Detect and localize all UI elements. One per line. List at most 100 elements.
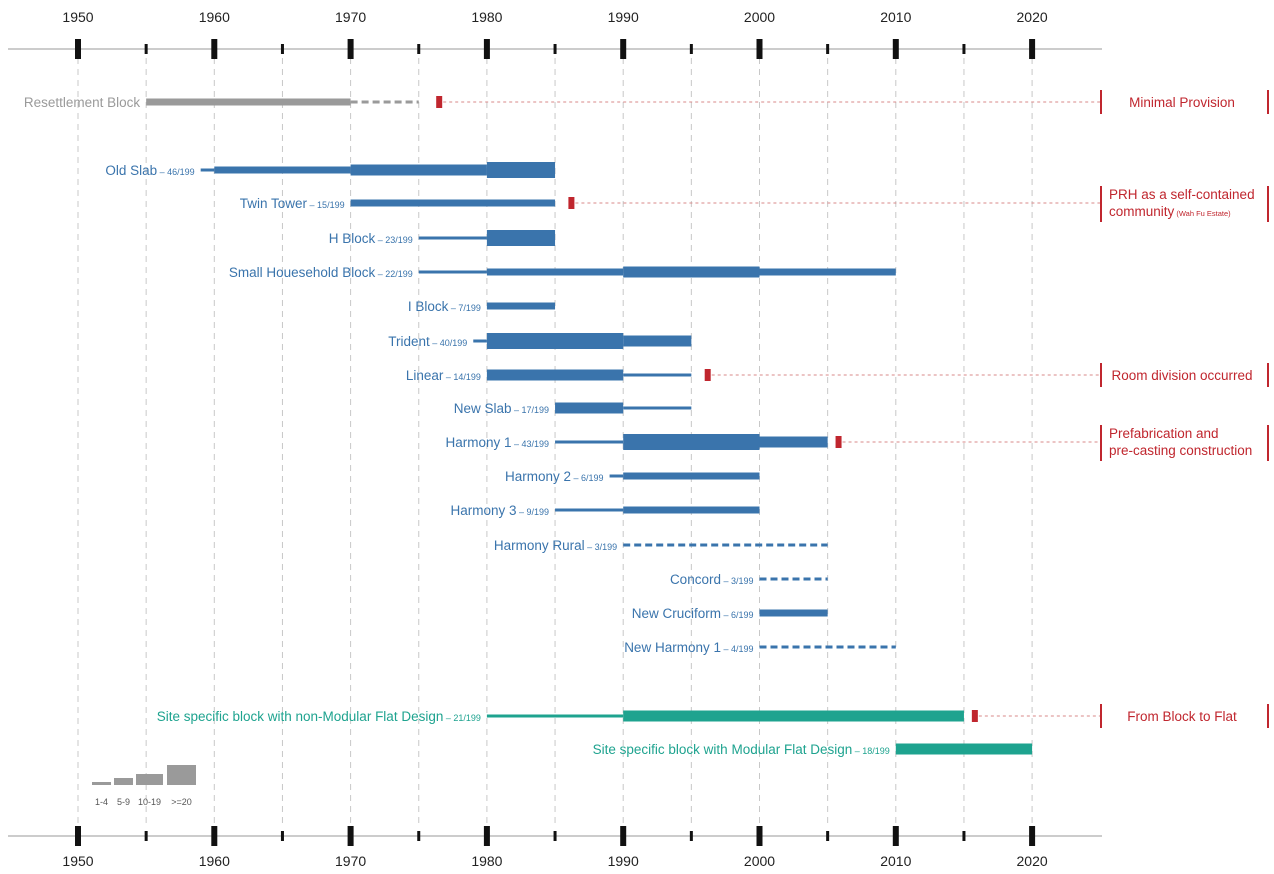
series-segment [200,168,215,172]
x-axis-minor-tick [826,44,830,54]
series-segment [759,436,828,448]
series-name: Harmony 1 [445,435,511,450]
series-segment [623,472,760,480]
event-marker [436,96,443,108]
series-segment [418,236,487,240]
series-label: Harmony 2 – 6/199 [505,469,604,484]
series-segment [350,164,487,176]
series-segment [623,266,760,278]
x-axis-tick-label: 1970 [335,853,366,869]
series-segment [623,373,692,377]
series-segment [214,166,351,174]
x-axis-major-tick [756,826,763,846]
series-count: – 15/199 [307,200,345,210]
series-label: Old Slab – 46/199 [105,163,194,178]
x-axis-tick-label: 1990 [608,853,639,869]
series-label: Concord – 3/199 [670,572,754,587]
legend-label: 1-4 [95,797,108,807]
series-segment [623,710,964,722]
event-marker [835,436,842,448]
series-count: – 9/199 [517,507,550,517]
series-name: Small Houesehold Block [229,265,376,280]
series-name: H Block [329,231,376,246]
x-axis-major-tick [75,826,81,846]
annotation-text: community (Wah Fu Estate) [1109,204,1231,219]
series-label: Site specific block with Modular Flat De… [593,742,890,757]
x-axis-minor-tick [962,44,966,54]
series-name: Trident [388,334,430,349]
x-axis-tick-label: 1960 [199,9,230,25]
series-label: New Cruciform – 6/199 [632,606,754,621]
series-name: Site specific block with Modular Flat De… [593,742,853,757]
series-count: – 46/199 [157,167,195,177]
legend-label: 5-9 [117,797,130,807]
annotation-line: pre-casting construction [1109,443,1252,458]
series-count: – 17/199 [512,405,550,415]
series-segment [623,506,760,514]
event-marker [704,369,711,381]
x-axis-major-tick [620,39,627,59]
series-label: Harmony Rural – 3/199 [494,538,617,553]
legend-label: >=20 [171,797,192,807]
annotation-text: Room division occurred [1111,368,1252,383]
x-axis-major-tick [892,39,899,59]
x-axis-major-tick [620,826,627,846]
series-name: Resettlement Block [24,95,141,110]
series-count: – 4/199 [721,644,754,654]
series-segment [895,743,1033,755]
annotation-text: Minimal Provision [1129,95,1235,110]
x-axis-minor-tick [280,44,284,54]
event-marker [568,197,575,209]
series-segment [473,339,487,343]
x-axis-tick-label: 2020 [1017,853,1048,869]
x-axis-major-tick [211,39,218,59]
series-count: – 21/199 [443,713,481,723]
series-name: New Harmony 1 [624,640,721,655]
annotation-text: Prefabrication and [1109,426,1219,441]
x-axis-tick-label: 1970 [335,9,366,25]
x-axis-major-tick [75,39,81,59]
series-name: Concord [670,572,721,587]
series-name: Twin Tower [240,196,308,211]
x-axis-tick-label: 1980 [471,853,502,869]
x-axis-tick-label: 2010 [880,9,911,25]
series-segment [486,369,624,381]
event-marker [971,710,978,722]
series-label: Harmony 1 – 43/199 [445,435,549,450]
series-segment [350,199,556,207]
x-axis-minor-tick [826,831,830,841]
legend-swatch [114,778,133,785]
series-label: New Slab – 17/199 [454,401,549,416]
x-axis-tick-label: 1950 [62,9,93,25]
series-count: – 6/199 [721,610,754,620]
legend-swatch [167,765,196,785]
x-axis-minor-tick [962,831,966,841]
series-count: – 23/199 [375,235,413,245]
legend-swatch [136,774,163,785]
annotation-text: PRH as a self-contained [1109,187,1255,202]
x-axis-minor-tick [280,831,284,841]
x-axis-major-tick [756,39,763,59]
series-segment [146,98,351,106]
series-name: New Cruciform [632,606,721,621]
x-axis-major-tick [483,826,490,846]
x-axis-tick-label: 1960 [199,853,230,869]
x-axis-tick-label: 1980 [471,9,502,25]
series-name: Site specific block with non-Modular Fla… [157,709,444,724]
x-axis-minor-tick [417,831,421,841]
series-segment [418,270,487,274]
series-segment [623,335,692,347]
x-axis-minor-tick [553,44,557,54]
series-label: Harmony 3 – 9/199 [450,503,549,518]
series-name: Harmony 2 [505,469,571,484]
series-count: – 6/199 [571,473,604,483]
series-label: Linear – 14/199 [406,368,481,383]
series-count: – 3/199 [585,542,618,552]
series-count: – 3/199 [721,576,754,586]
x-axis-major-tick [483,39,490,59]
series-segment [759,268,896,276]
series-label: Trident – 40/199 [388,334,467,349]
series-segment [486,162,556,178]
series-segment [486,268,624,276]
x-axis-major-tick [211,826,218,846]
